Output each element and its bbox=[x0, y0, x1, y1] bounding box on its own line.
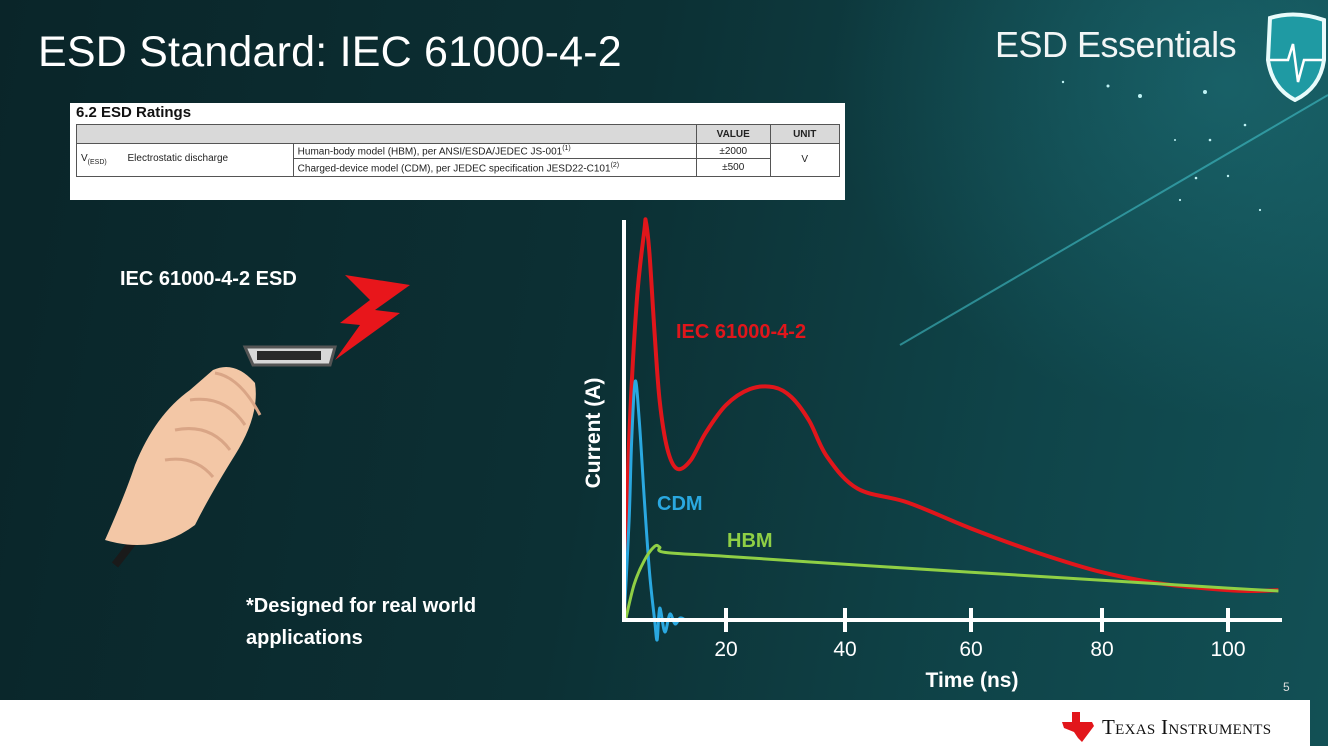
slide-title: ESD Standard: IEC 61000-4-2 bbox=[38, 28, 622, 76]
condition-hbm: Human-body model (HBM), per ANSI/ESDA/JE… bbox=[292, 142, 697, 160]
texas-state-logo-icon bbox=[1062, 712, 1094, 742]
unit-value: V bbox=[769, 143, 841, 177]
x-tick-label: 60 bbox=[959, 638, 982, 661]
series-line-hbm bbox=[624, 543, 1279, 621]
x-tick-label: 20 bbox=[714, 638, 737, 661]
table-row: Charged-device model (CDM), per JEDEC sp… bbox=[77, 158, 840, 177]
y-axis-label: Current (A) bbox=[582, 378, 605, 489]
table-row: V(ESD) Electrostatic discharge Human-bod… bbox=[75, 142, 841, 177]
condition-cdm: Charged-device model (CDM), per JEDEC sp… bbox=[292, 158, 697, 177]
header-value: VALUE bbox=[695, 124, 771, 144]
parameter: Electrostatic discharge bbox=[127, 153, 229, 165]
symbol: V(ESD) bbox=[81, 153, 107, 167]
brand-title: ESD Essentials bbox=[995, 24, 1237, 65]
iec-esd-heading: IEC 61000-4-2 ESD bbox=[120, 268, 297, 290]
table-header-row: VALUE UNIT bbox=[76, 124, 841, 144]
series-line-iec-61000-4-2 bbox=[622, 217, 1279, 621]
series-label-cdm: CDM bbox=[657, 493, 703, 515]
sparkle-dots bbox=[1061, 80, 1262, 212]
hand-holding-hdmi-illustration bbox=[105, 275, 410, 568]
x-tick-label: 100 bbox=[1210, 638, 1245, 661]
page-number: 5 bbox=[1283, 680, 1290, 694]
series-label-iec: IEC 61000-4-2 bbox=[676, 321, 806, 343]
lightning-bolt-icon bbox=[335, 275, 410, 360]
x-axis-label: Time (ns) bbox=[926, 669, 1019, 692]
header-unit: UNIT bbox=[769, 124, 841, 144]
shield-logo-icon bbox=[1265, 12, 1326, 102]
x-tick-label: 80 bbox=[1090, 638, 1113, 661]
background-glow bbox=[828, 0, 1328, 420]
value-cdm: ±500 bbox=[695, 158, 771, 177]
x-tick-label: 40 bbox=[833, 638, 856, 661]
table-section-title: 6.2 ESD Ratings bbox=[76, 104, 192, 121]
ti-logo: Texas Instruments bbox=[1062, 712, 1271, 742]
footnote-real-world: *Designed for real world applications bbox=[246, 595, 477, 649]
company-name: Texas Instruments bbox=[1102, 714, 1272, 739]
esd-ratings-table: 6.2 ESD Ratings VALUE UNIT V(ESD) Electr… bbox=[70, 103, 845, 200]
hand bbox=[105, 366, 256, 545]
series-label-hbm: HBM bbox=[727, 530, 773, 552]
